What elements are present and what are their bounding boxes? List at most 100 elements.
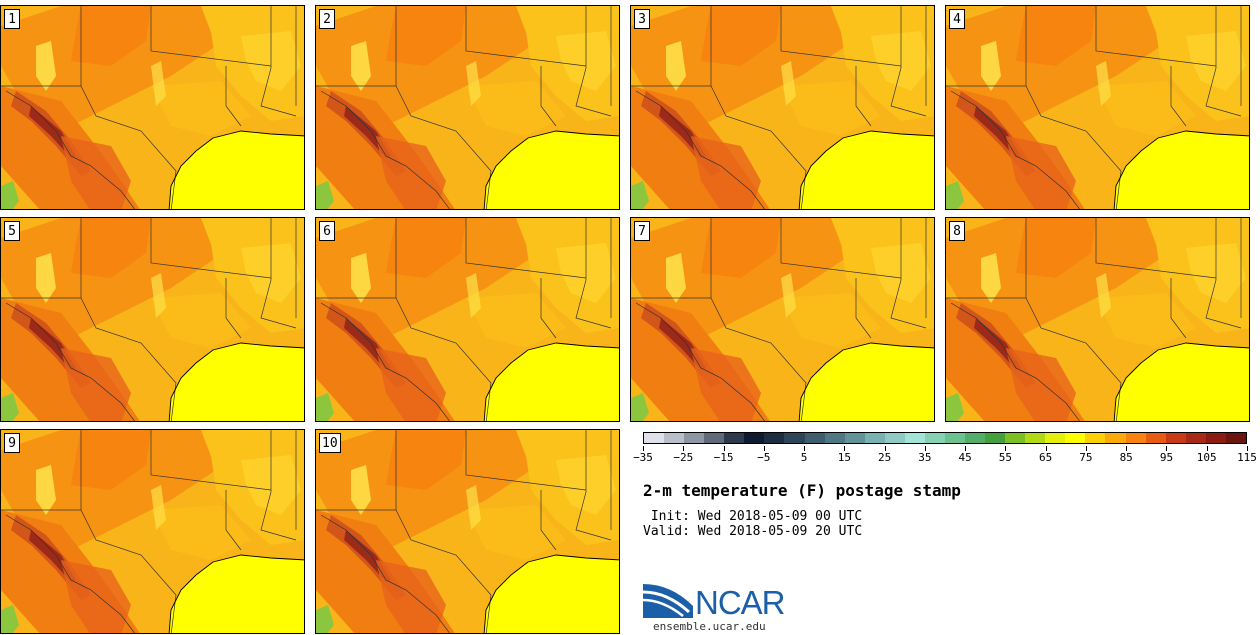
member-panel-10: 10 xyxy=(315,429,620,634)
colorbar-tick xyxy=(1045,446,1047,451)
temperature-map xyxy=(1,430,304,633)
colorbar-swatch xyxy=(1085,433,1106,443)
member-panel-4: 4 xyxy=(945,5,1250,210)
member-label: 7 xyxy=(634,221,650,241)
colorbar-ticks: −35 −25 −15 −5 5 15 25 35 45 55 65 75 85 95 105 115 xyxy=(633,446,1257,470)
temperature-map xyxy=(946,218,1249,421)
temperature-map xyxy=(1,218,304,421)
colorbar-swatch xyxy=(1025,433,1046,443)
member-panel-2: 2 xyxy=(315,5,620,210)
colorbar-swatch xyxy=(784,433,805,443)
colorbar-tick xyxy=(1005,446,1007,451)
plot-title: 2-m temperature (F) postage stamp xyxy=(643,481,961,500)
colorbar-swatch xyxy=(804,433,825,443)
colorbar-tick-label: −15 xyxy=(713,451,734,464)
colorbar-tick xyxy=(763,446,765,451)
temperature-map xyxy=(1,6,304,209)
valid-time: Valid: Wed 2018-05-09 20 UTC xyxy=(643,524,863,539)
member-panel-5: 5 xyxy=(0,217,305,422)
colorbar-tick-label: 95 xyxy=(1159,451,1174,464)
colorbar-tick xyxy=(1166,446,1168,451)
colorbar-swatch xyxy=(1005,433,1026,443)
member-label: 5 xyxy=(4,221,20,241)
temperature-map xyxy=(946,6,1249,209)
colorbar-tick-label: 105 xyxy=(1196,451,1217,464)
temperature-map xyxy=(316,6,619,209)
init-time: Init: Wed 2018-05-09 00 UTC xyxy=(643,509,863,524)
colorbar-tick-label: −5 xyxy=(757,451,771,464)
colorbar-swatch xyxy=(985,433,1006,443)
colorbar-swatch xyxy=(944,433,965,443)
colorbar-swatch xyxy=(684,433,705,443)
member-label: 8 xyxy=(949,221,965,241)
colorbar-tick-label: 115 xyxy=(1237,451,1257,464)
colorbar-swatch xyxy=(764,433,785,443)
colorbar-swatch xyxy=(664,433,685,443)
colorbar-tick xyxy=(683,446,685,451)
colorbar-tick-label: 35 xyxy=(918,451,932,464)
colorbar-tick-label: 55 xyxy=(998,451,1013,464)
colorbar-swatch xyxy=(1185,433,1206,443)
colorbar-swatch xyxy=(844,433,865,443)
colorbar-tick-label: 25 xyxy=(877,451,892,464)
member-label: 9 xyxy=(4,433,20,453)
colorbar-tick xyxy=(1206,446,1208,451)
member-panel-9: 9 xyxy=(0,429,305,634)
member-label: 1 xyxy=(4,9,20,29)
temperature-colorbar xyxy=(643,432,1247,444)
colorbar-swatch xyxy=(1145,433,1166,443)
ncar-logo-icon xyxy=(643,584,693,618)
colorbar-tick xyxy=(924,446,926,451)
colorbar-swatch xyxy=(1165,433,1186,443)
colorbar-tick xyxy=(884,446,886,451)
colorbar-tick-label: 65 xyxy=(1039,451,1053,464)
colorbar-swatch xyxy=(864,433,885,443)
colorbar-tick xyxy=(1247,446,1248,451)
colorbar-swatch xyxy=(904,433,925,443)
colorbar-tick-label: 5 xyxy=(800,451,808,464)
member-label: 10 xyxy=(319,433,341,453)
colorbar-tick xyxy=(844,446,846,451)
member-panel-1: 1 xyxy=(0,5,305,210)
colorbar-swatch xyxy=(644,433,665,443)
temperature-map xyxy=(316,218,619,421)
colorbar-swatch xyxy=(1205,433,1226,443)
member-panel-8: 8 xyxy=(945,217,1250,422)
colorbar-tick-label: 85 xyxy=(1119,451,1133,464)
colorbar-swatch xyxy=(1225,433,1246,443)
colorbar-tick-label: −25 xyxy=(673,451,694,464)
colorbar-tick-label: 75 xyxy=(1079,451,1093,464)
colorbar-swatch xyxy=(884,433,905,443)
ncar-logo-text: NCAR xyxy=(695,584,786,621)
colorbar-tick xyxy=(723,446,725,451)
colorbar-swatch xyxy=(744,433,765,443)
colorbar-swatch xyxy=(1105,433,1126,443)
site-url[interactable]: ensemble.ucar.edu xyxy=(653,620,766,633)
member-panel-3: 3 xyxy=(630,5,935,210)
colorbar-tick xyxy=(1126,446,1128,451)
temperature-map xyxy=(316,430,619,633)
member-panel-7: 7 xyxy=(630,217,935,422)
member-panel-6: 6 xyxy=(315,217,620,422)
temperature-map xyxy=(631,6,934,209)
colorbar-tick xyxy=(804,446,806,451)
colorbar-tick-label: 45 xyxy=(958,451,972,464)
colorbar-swatch xyxy=(724,433,745,443)
member-label: 4 xyxy=(949,9,965,29)
colorbar-swatch xyxy=(1065,433,1086,443)
colorbar-swatch xyxy=(704,433,725,443)
colorbar-swatch xyxy=(965,433,986,443)
colorbar-tick xyxy=(965,446,967,451)
temperature-map xyxy=(631,218,934,421)
colorbar-swatch xyxy=(1045,433,1066,443)
colorbar-tick xyxy=(643,446,644,451)
colorbar-swatch xyxy=(1125,433,1146,443)
member-label: 3 xyxy=(634,9,650,29)
member-label: 6 xyxy=(319,221,335,241)
colorbar-swatch xyxy=(924,433,945,443)
colorbar-swatch xyxy=(824,433,845,443)
colorbar-tick xyxy=(1085,446,1087,451)
member-label: 2 xyxy=(319,9,335,29)
colorbar-tick-label: 15 xyxy=(837,451,851,464)
colorbar-tick-label: −35 xyxy=(633,451,653,464)
